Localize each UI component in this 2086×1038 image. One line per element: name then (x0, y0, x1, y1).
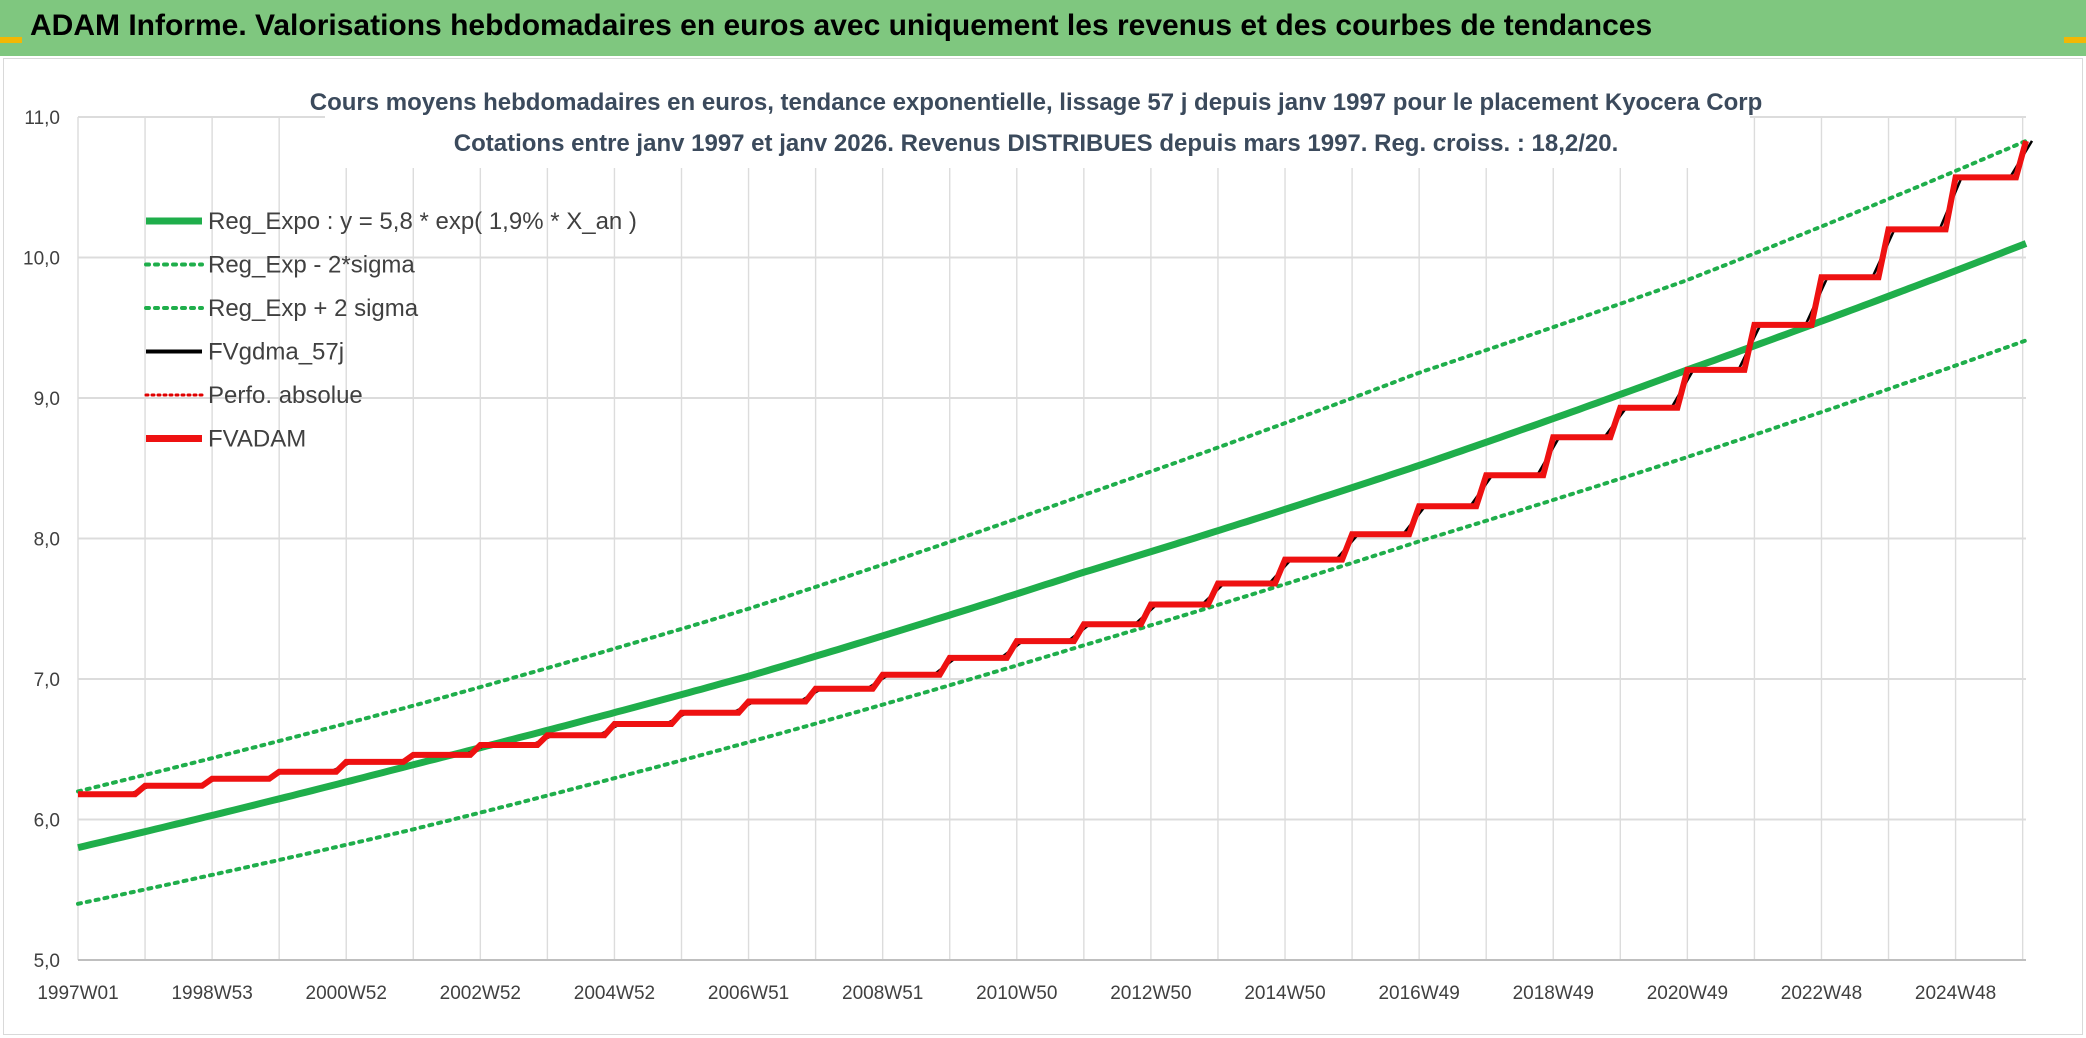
axis-layer: 5,0 6,0 7,0 8,0 9,0 10,0 11,0 1997W01 1998W53 200… (23, 108, 2026, 1004)
x-tick-label: 1998W53 (171, 983, 252, 1004)
legend-label: FVgdma_57j (208, 339, 344, 366)
legend-label: Reg_Exp + 2 sigma (208, 295, 419, 322)
chart-subtitle: Cotations entre janv 1997 et janv 2026. … (454, 130, 1619, 157)
y-tick-label: 6,0 (34, 811, 60, 832)
series-reg-upper (76, 138, 2028, 794)
y-tick-label: 8,0 (34, 530, 60, 551)
legend-label: Reg_Expo : y = 5,8 * exp( 1,9% * X_an ) (208, 208, 637, 235)
x-tick-label: 2010W50 (976, 983, 1057, 1004)
legend-label: FVADAM (208, 426, 306, 453)
series-reg-expo (77, 240, 2028, 852)
series-fvadam (77, 140, 2029, 798)
title-banner: ADAM Informe. Valorisations hebdomadaire… (0, 0, 2086, 56)
x-tick-label: 2006W51 (708, 983, 789, 1004)
grid-layer (77, 116, 2026, 961)
x-tick-label: 2022W48 (1781, 983, 1862, 1004)
x-tick-label: 2000W52 (306, 983, 387, 1004)
x-tick-label: 2018W49 (1513, 983, 1594, 1004)
x-tick-label: 1997W01 (37, 983, 118, 1004)
x-tick-label: 2012W50 (1110, 983, 1191, 1004)
corner-accent-right (2064, 37, 2086, 43)
y-tick-label: 9,0 (34, 389, 60, 410)
legend-label: Perfo. absolue (208, 382, 363, 409)
legend: Reg_Expo : y = 5,8 * exp( 1,9% * X_an ) R… (144, 208, 637, 453)
title-layer: Cours moyens hebdomadaires en euros, ten… (310, 80, 1763, 168)
x-tick-label: 2024W48 (1915, 983, 1996, 1004)
title-background (325, 80, 1750, 168)
series-fvgdma (77, 140, 2034, 796)
series-reg-lower (76, 338, 2028, 906)
x-tick-label: 2008W51 (842, 983, 923, 1004)
y-tick-label: 11,0 (24, 108, 60, 129)
legend-label: Reg_Exp - 2*sigma (208, 252, 415, 279)
chart-frame (3, 58, 2083, 1035)
page-title: ADAM Informe. Valorisations hebdomadaire… (30, 9, 1653, 42)
y-tick-label: 5,0 (34, 951, 60, 972)
x-tick-label: 2004W52 (574, 983, 655, 1004)
chart-title: Cours moyens hebdomadaires en euros, ten… (310, 89, 1763, 116)
x-tick-label: 2002W52 (440, 983, 521, 1004)
x-tick-label: 2016W49 (1378, 983, 1459, 1004)
y-tick-label: 10,0 (23, 249, 60, 270)
y-tick-label: 7,0 (34, 670, 60, 691)
corner-accent-left (0, 37, 22, 43)
x-tick-label: 2014W50 (1244, 983, 1325, 1004)
x-tick-label: 2020W49 (1647, 983, 1728, 1004)
series-layer (76, 138, 2034, 906)
